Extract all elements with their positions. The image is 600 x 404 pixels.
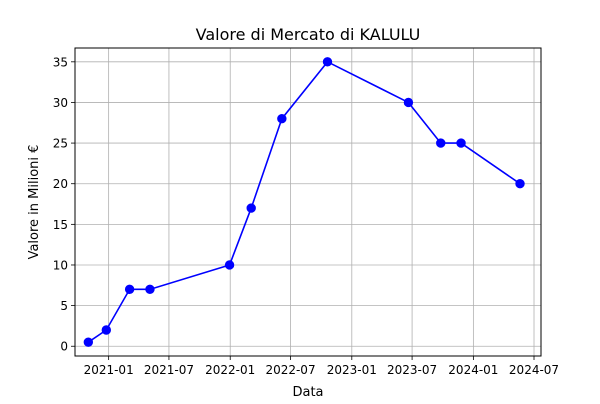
data-point-marker (246, 203, 256, 213)
x-tick-label: 2022-07 (265, 363, 315, 377)
y-tick-label: 35 (53, 55, 68, 69)
data-point-marker (277, 114, 287, 124)
y-tick-label: 15 (53, 218, 68, 232)
x-axis-ticks: 2021-01 2021-07 2022-01 2022-07 2023-01 2023-… (84, 356, 559, 377)
chart-title: Valore di Mercato di KALULU (196, 25, 421, 44)
x-tick-label: 2022-01 (205, 363, 255, 377)
data-point-marker (436, 138, 446, 148)
data-point-marker (403, 97, 414, 108)
data-point-marker (224, 260, 235, 270)
y-axis-ticks: 0 5 10 15 20 25 30 35 (53, 55, 75, 354)
plot-area-frame (74, 47, 542, 357)
x-tick-label: 2023-07 (387, 363, 437, 377)
y-tick-label: 25 (53, 137, 68, 151)
data-point-marker (124, 284, 135, 295)
x-tick-label: 2024-07 (509, 363, 559, 377)
data-point-marker (83, 337, 94, 347)
grid (75, 48, 541, 356)
data-point-marker (145, 284, 155, 295)
series-line (87, 60, 521, 343)
y-tick-label: 5 (60, 299, 68, 313)
y-tick-label: 10 (53, 258, 68, 272)
data-point-marker (515, 179, 525, 189)
data-point-marker (101, 325, 112, 335)
series-group (83, 57, 525, 347)
data-point-marker (322, 57, 333, 67)
x-axis-label: Data (292, 385, 323, 400)
y-tick-label: 0 (60, 340, 68, 354)
x-tick-label: 2023-01 (327, 363, 377, 377)
x-tick-label: 2021-07 (144, 363, 194, 377)
y-axis-label: Valore in Milioni € (27, 145, 42, 260)
y-tick-label: 20 (53, 177, 68, 191)
data-point-marker (456, 138, 466, 148)
x-tick-label: 2021-01 (84, 363, 134, 377)
x-tick-label: 2024-01 (448, 363, 498, 377)
y-tick-label: 30 (53, 96, 68, 110)
